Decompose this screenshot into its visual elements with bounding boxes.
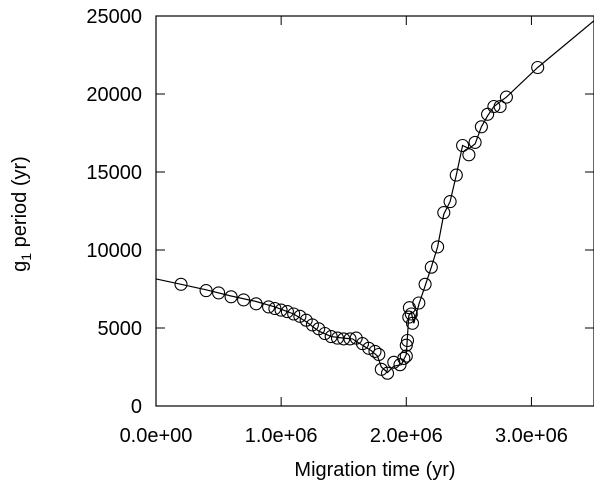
y-axis-title-subscript: 1	[18, 253, 34, 261]
data-point-marker	[174, 277, 188, 291]
series-line	[156, 20, 594, 374]
y-tick-label: 20000	[86, 84, 142, 106]
data-point-marker	[399, 338, 413, 352]
series-layer	[156, 20, 594, 380]
data-point-marker	[393, 358, 407, 372]
data-point-marker	[531, 60, 545, 75]
x-tick-label: 1.0e+06	[245, 425, 318, 447]
data-point-marker	[237, 293, 251, 307]
data-point-marker	[431, 240, 445, 254]
data-point-marker	[462, 148, 476, 162]
data-point-marker	[400, 333, 415, 348]
x-tick-label: 0.0e+00	[120, 425, 193, 447]
y-tick-label: 5000	[98, 318, 143, 340]
data-point-marker	[262, 300, 276, 314]
data-point-marker	[468, 135, 482, 149]
y-tick-label: 25000	[86, 6, 142, 28]
data-point-marker	[399, 349, 413, 363]
data-point-marker	[443, 195, 457, 209]
data-point-marker	[372, 347, 386, 362]
data-point-marker	[487, 99, 501, 114]
data-point-marker	[280, 305, 294, 319]
data-point-marker	[499, 90, 513, 104]
axis-layer: 0.0e+00 1.0e+06 2.0e+06 3.0e+06 0 5000 10000 15…	[86, 6, 594, 447]
y-axis-title-rest: period (yr)	[9, 156, 31, 253]
data-point-marker	[224, 290, 238, 304]
data-point-marker	[418, 277, 432, 291]
data-point-marker	[343, 332, 357, 346]
y-tick-label: 10000	[86, 240, 142, 262]
y-axis-title: g1 period (yr)	[9, 156, 34, 272]
data-point-marker	[474, 120, 488, 134]
data-point-marker	[456, 138, 470, 153]
data-point-marker	[493, 99, 507, 114]
data-point-marker	[293, 309, 307, 323]
data-point-marker	[249, 297, 263, 311]
data-point-marker	[481, 107, 495, 121]
y-tick-label: 0	[131, 396, 142, 418]
data-point-marker	[368, 344, 382, 358]
data-point-marker	[324, 330, 338, 344]
data-point-marker	[412, 296, 426, 310]
data-point-marker	[449, 168, 463, 182]
x-tick-label: 2.0e+06	[370, 425, 443, 447]
data-point-marker	[402, 310, 416, 324]
x-tick-label: 3.0e+06	[495, 425, 568, 447]
data-point-marker	[404, 307, 418, 321]
plot-frame	[155, 15, 594, 407]
data-point-marker	[274, 303, 288, 317]
data-point-marker	[318, 326, 332, 341]
x-axis-title: Migration time (yr)	[294, 459, 455, 481]
data-point-marker	[199, 284, 213, 298]
data-point-marker	[305, 318, 319, 332]
y-axis-title-main: g	[9, 261, 31, 272]
data-point-marker	[268, 301, 282, 316]
data-point-marker	[287, 307, 301, 321]
data-point-marker	[212, 286, 226, 300]
y-tick-label: 15000	[86, 162, 142, 184]
data-point-marker	[424, 260, 438, 274]
data-point-marker	[380, 366, 395, 380]
data-point-marker	[437, 206, 451, 220]
data-point-marker	[362, 341, 376, 355]
data-point-marker	[397, 351, 411, 365]
data-point-marker	[405, 316, 420, 330]
